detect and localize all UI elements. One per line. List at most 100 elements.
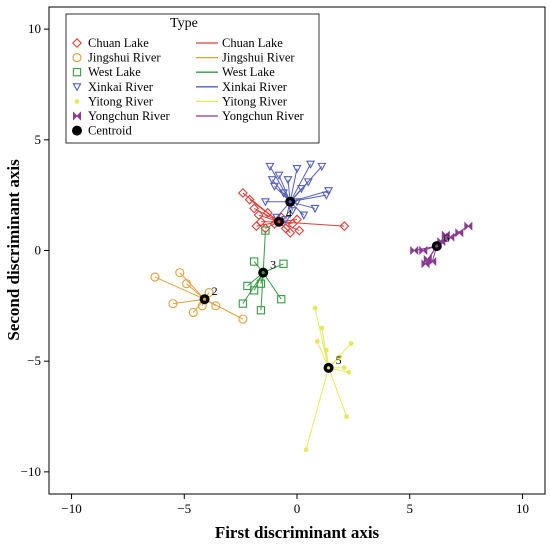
point-5-8 <box>441 230 450 240</box>
legend-title: Type <box>170 16 198 31</box>
point-4-5 <box>337 354 343 360</box>
legend-marker-0 <box>72 38 82 48</box>
legend-line-label-5: Yongchun River <box>222 109 305 123</box>
x-tick-label-3: 5 <box>406 501 413 516</box>
point-4-1 <box>319 325 325 331</box>
point-3-12 <box>278 189 288 198</box>
point-3-8 <box>324 187 334 196</box>
centroid-core-3 <box>288 200 292 204</box>
y-tick-label-1: 5 <box>35 132 42 147</box>
point-3-17 <box>267 176 277 185</box>
point-4-0 <box>312 305 318 311</box>
point-3-19 <box>281 215 291 225</box>
link-2-0 <box>262 230 266 273</box>
y-tick-label-3: −5 <box>27 353 41 368</box>
point-3-14 <box>260 198 270 207</box>
point-4-3 <box>323 347 329 353</box>
centroid-core-0 <box>277 220 281 224</box>
point-1-8 <box>238 314 248 324</box>
link-3-7 <box>290 194 327 203</box>
point-4-8 <box>344 414 349 419</box>
point-1-4 <box>188 307 198 318</box>
x-tick-label-1: −5 <box>177 501 191 516</box>
point-4-2 <box>314 338 320 344</box>
link-2-8 <box>262 272 282 300</box>
point-1-0 <box>150 272 160 282</box>
point-0-0 <box>237 187 248 198</box>
centroid-label-2: 3 <box>270 258 276 272</box>
link-3-8 <box>290 190 329 203</box>
legend-line-label-2: West Lake <box>222 65 275 79</box>
centroid-label-5: 6 <box>444 231 450 245</box>
axis-ticks: −10 −5 0 5 10 10 5 0 −5 −10 <box>21 21 529 516</box>
point-0-10 <box>285 227 296 238</box>
x-tick-label-0: −10 <box>61 501 81 516</box>
centroid-core-1 <box>202 297 207 301</box>
y-tick-label-2: 0 <box>35 243 42 258</box>
centroid-label-4: 5 <box>336 353 342 367</box>
point-5-6 <box>464 221 473 231</box>
x-axis-title: First discriminant axis <box>215 523 380 542</box>
point-0-1 <box>244 194 255 205</box>
centroid-label-0: 4 <box>286 207 292 221</box>
point-0-15 <box>339 221 350 232</box>
centroids: 4 2 3 5 6 <box>199 196 450 373</box>
point-3-6 <box>317 162 327 172</box>
point-5-0 <box>410 245 419 256</box>
point-3-18 <box>296 184 307 194</box>
point-3-2 <box>283 176 293 185</box>
link-1-1 <box>172 298 205 305</box>
point-0-2 <box>249 203 260 214</box>
point-2-3 <box>243 281 252 291</box>
point-3-1 <box>274 171 284 180</box>
point-4-7 <box>346 369 352 375</box>
point-5-3 <box>428 257 437 267</box>
legend-marker-1 <box>72 53 82 63</box>
y-axis-title: Second discriminant axis <box>4 159 23 341</box>
centroid-core-5 <box>435 244 439 248</box>
legend-line-label-0: Chuan Lake <box>222 36 283 50</box>
point-4-9 <box>303 447 309 453</box>
legend-box <box>65 13 320 144</box>
link-1-0 <box>154 276 205 300</box>
point-1-1 <box>168 299 178 309</box>
legend-label-centroid: Centroid <box>88 124 132 138</box>
data-points <box>150 160 473 453</box>
point-3-7 <box>321 191 331 200</box>
legend-marker-3 <box>72 83 82 92</box>
point-2-6 <box>256 306 266 315</box>
point-1-2 <box>175 268 185 278</box>
legend-line-label-4: Yitong River <box>222 94 288 108</box>
link-3-0 <box>269 166 291 203</box>
point-3-3 <box>292 165 302 174</box>
point-0-6 <box>262 207 273 218</box>
legend-label-5: Yongchun River <box>88 109 171 123</box>
link-1-8 <box>204 298 244 320</box>
point-1-7 <box>211 301 221 311</box>
link-2-6 <box>260 272 264 311</box>
point-5-5 <box>455 228 464 238</box>
centroid-label-1: 2 <box>212 284 218 298</box>
centroid-core-4 <box>326 366 331 370</box>
point-2-2 <box>256 279 266 288</box>
y-tick-label-0: 10 <box>28 21 41 36</box>
legend-line-label-3: Xinkai River <box>222 80 288 94</box>
link-3-5 <box>289 163 311 203</box>
link-4-0 <box>314 307 330 368</box>
point-5-1 <box>419 245 428 256</box>
point-2-5 <box>238 299 248 308</box>
legend-marker-5 <box>73 111 81 121</box>
x-tick-label-4: 10 <box>516 501 529 516</box>
centroid-core-2 <box>261 271 265 275</box>
legend-marker-2 <box>72 68 82 77</box>
point-2-4 <box>250 286 259 295</box>
point-3-0 <box>265 162 275 172</box>
legend-marker-centroid <box>72 125 82 136</box>
point-3-10 <box>299 211 309 220</box>
centroid-links <box>154 163 469 450</box>
legend-line-label-1: Jingshui River <box>222 51 295 65</box>
point-1-3 <box>181 279 192 289</box>
legend-label-4: Yitong River <box>88 94 154 108</box>
